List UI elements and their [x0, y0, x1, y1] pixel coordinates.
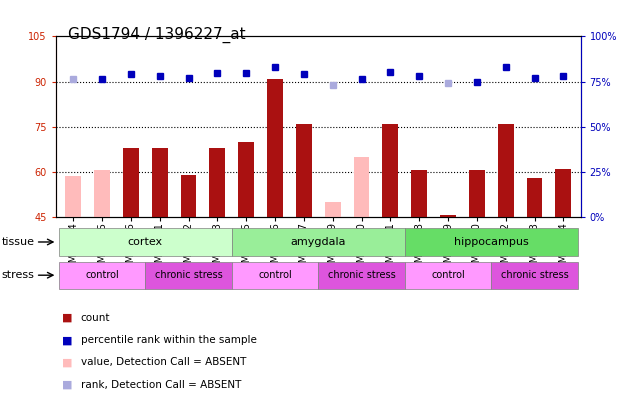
Bar: [325, 202, 340, 217]
Bar: [527, 178, 542, 217]
Text: chronic stress: chronic stress: [501, 270, 568, 280]
Text: GDS1794 / 1396227_at: GDS1794 / 1396227_at: [68, 26, 246, 43]
Text: ■: ■: [62, 335, 73, 345]
Text: control: control: [431, 270, 465, 280]
Bar: [405, 262, 491, 289]
Bar: [94, 170, 110, 217]
Bar: [59, 262, 145, 289]
Bar: [145, 262, 232, 289]
Text: count: count: [81, 313, 111, 323]
Text: tissue: tissue: [1, 237, 34, 247]
Bar: [469, 170, 485, 217]
Bar: [555, 168, 571, 217]
Bar: [65, 176, 81, 217]
Text: chronic stress: chronic stress: [328, 270, 396, 280]
Bar: [232, 228, 405, 256]
Bar: [440, 215, 456, 217]
Text: control: control: [258, 270, 292, 280]
Text: cortex: cortex: [128, 237, 163, 247]
Bar: [209, 147, 225, 217]
Bar: [353, 157, 369, 217]
Bar: [238, 142, 254, 217]
Text: hippocampus: hippocampus: [454, 237, 528, 247]
Text: control: control: [85, 270, 119, 280]
Bar: [123, 147, 138, 217]
Bar: [59, 228, 232, 256]
Bar: [152, 147, 168, 217]
Bar: [232, 262, 318, 289]
Bar: [267, 79, 283, 217]
Bar: [491, 262, 578, 289]
Text: rank, Detection Call = ABSENT: rank, Detection Call = ABSENT: [81, 380, 241, 390]
Text: ■: ■: [62, 358, 73, 367]
Text: ■: ■: [62, 380, 73, 390]
Bar: [296, 124, 312, 217]
Bar: [498, 124, 514, 217]
Bar: [181, 175, 196, 217]
Text: value, Detection Call = ABSENT: value, Detection Call = ABSENT: [81, 358, 246, 367]
Text: stress: stress: [1, 270, 34, 280]
Bar: [411, 170, 427, 217]
Text: amygdala: amygdala: [291, 237, 346, 247]
Text: chronic stress: chronic stress: [155, 270, 222, 280]
Bar: [383, 124, 398, 217]
Bar: [405, 228, 578, 256]
Text: percentile rank within the sample: percentile rank within the sample: [81, 335, 256, 345]
Bar: [318, 262, 405, 289]
Text: ■: ■: [62, 313, 73, 323]
